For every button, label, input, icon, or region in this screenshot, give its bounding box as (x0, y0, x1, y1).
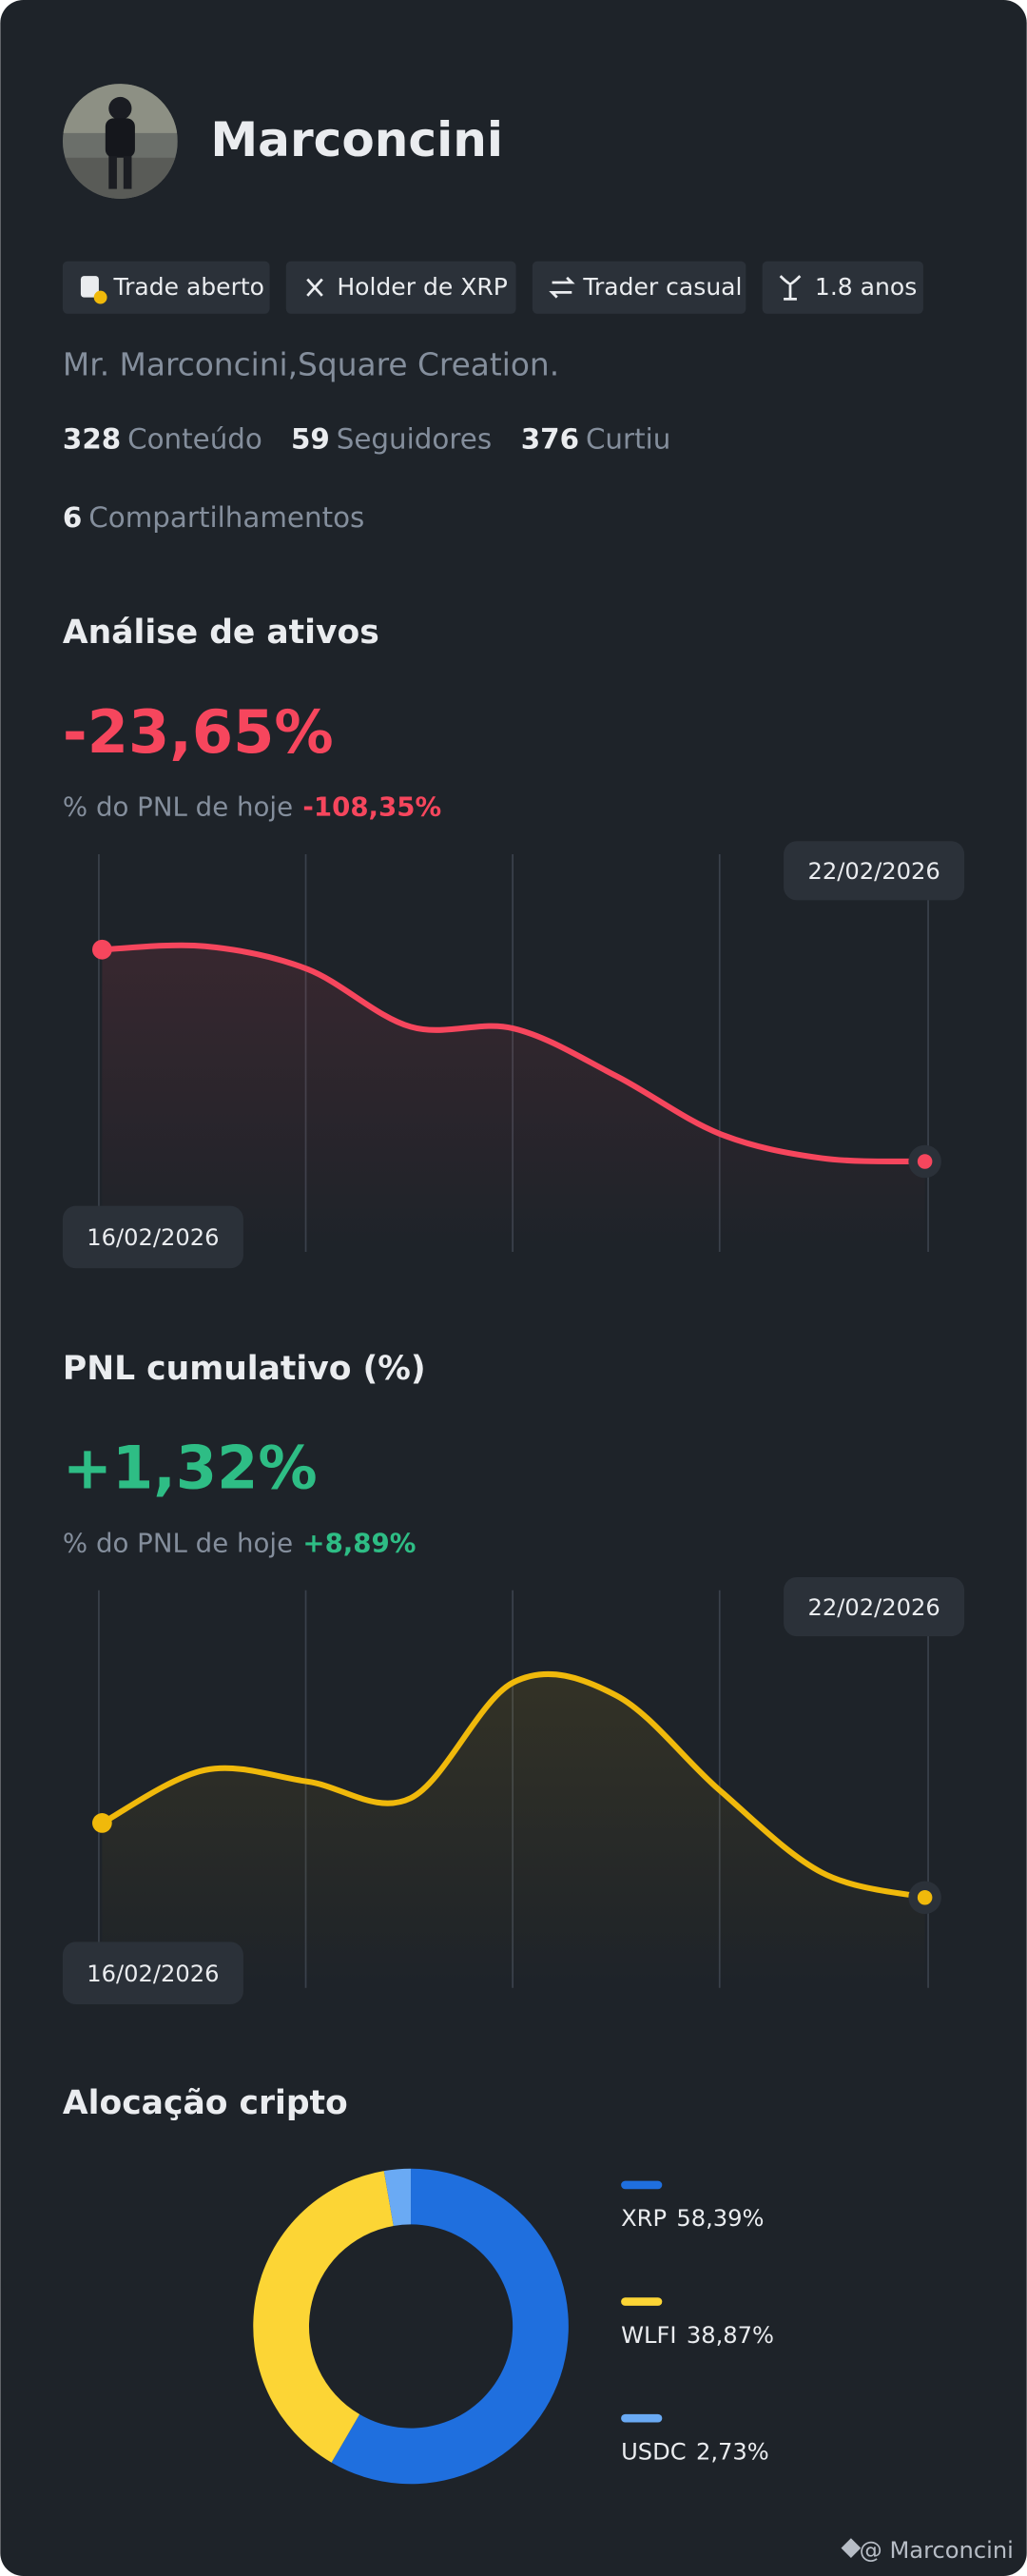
date-tooltip (62, 1942, 243, 2004)
legend-value: 38,87% (687, 2322, 774, 2349)
tag-icon (306, 278, 323, 297)
stat-label: Seguidores (337, 422, 492, 455)
today-value: -108,35% (302, 791, 441, 823)
headline-value: +1,32% (63, 1434, 318, 1503)
line (99, 942, 928, 1165)
tag-icon (779, 275, 802, 301)
legend-value: 58,39% (676, 2205, 764, 2232)
tag-box[interactable] (285, 261, 516, 314)
stat-label: Conteúdo (127, 422, 262, 455)
tags: Trade aberto Holder de XRP Trader casual… (62, 261, 923, 314)
donut-segment (253, 2171, 394, 2463)
section-title: Análise de ativos (63, 614, 379, 652)
date-tooltip (784, 841, 965, 901)
line-end-dot (917, 1154, 933, 1169)
stat-label: Compartilhamentos (88, 501, 364, 534)
legend-swatch (621, 2413, 663, 2423)
bio: Mr. Marconcini,Square Creation. (63, 347, 559, 383)
donut-segment (331, 2168, 569, 2485)
stat-value: 6 (63, 501, 82, 534)
tag-box[interactable] (762, 261, 923, 314)
legend-value: 2,73% (696, 2438, 769, 2465)
donut-segment (383, 2168, 412, 2226)
stat-value: 59 (291, 422, 330, 455)
legend-swatch (621, 2180, 663, 2190)
tag-icon (80, 276, 99, 298)
avatar[interactable] (62, 84, 178, 199)
line-end-dot (917, 1889, 933, 1905)
date-label: 22/02/2026 (807, 1594, 940, 1621)
date-label: 16/02/2026 (87, 1961, 219, 1987)
line (99, 1670, 928, 1901)
tag-icon (93, 290, 107, 304)
legend-name: XRP (621, 2205, 667, 2232)
date-label: 16/02/2026 (87, 1224, 219, 1251)
date-label: 22/02/2026 (807, 858, 940, 885)
stat-value: 376 (521, 422, 579, 455)
line-area (102, 1673, 925, 1985)
tag-label: 1.8 anos (815, 273, 917, 301)
subtitle: % do PNL de hoje (63, 791, 293, 823)
tag-label: Trade aberto (112, 273, 264, 301)
legend-name: WLFI (621, 2322, 676, 2349)
line-area (102, 945, 925, 1249)
tag-label: Holder de XRP (337, 273, 508, 301)
subtitle: % do PNL de hoje (63, 1527, 293, 1558)
tag-box[interactable] (62, 261, 270, 314)
headline-value: -23,65% (63, 697, 334, 767)
footer-handle: @ Marconcini (860, 2537, 1014, 2564)
line-start-dot (92, 939, 112, 960)
tag-box[interactable] (532, 261, 746, 314)
stat-value: 328 (63, 422, 121, 455)
date-tooltip (784, 1576, 965, 1637)
legend-swatch (621, 2297, 663, 2306)
today-value: +8,89% (302, 1527, 416, 1558)
line-start-dot (92, 1813, 112, 1833)
section-title: PNL cumulativo (%) (63, 1350, 426, 1388)
stat-label: Curtiu (586, 422, 670, 455)
section-title: Alocação cripto (63, 2084, 348, 2122)
tag-label: Trader casual (582, 273, 742, 301)
profile-name: Marconcini (210, 112, 503, 167)
legend-name: USDC (621, 2438, 686, 2465)
tag-icon (549, 276, 575, 299)
date-tooltip (62, 1205, 243, 1269)
